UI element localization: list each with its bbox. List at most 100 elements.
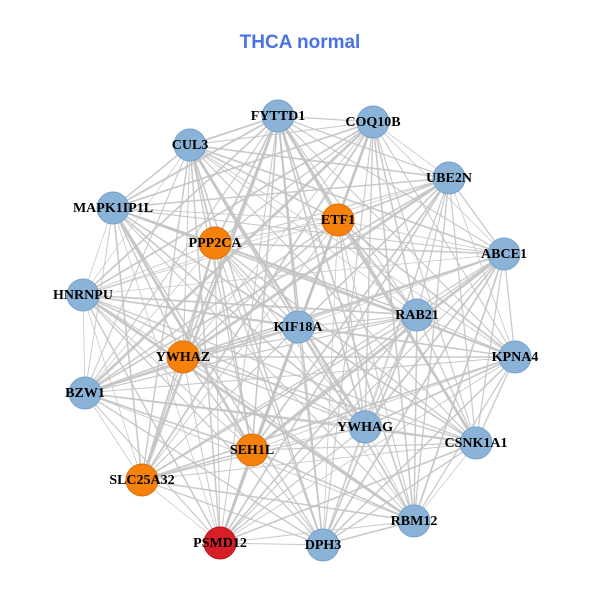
edge: [503, 253, 516, 358]
node-fyttd1[interactable]: [261, 99, 295, 133]
edge: [214, 242, 221, 544]
edge: [337, 177, 450, 221]
edge: [337, 219, 366, 428]
edge: [84, 314, 418, 394]
edge: [141, 253, 505, 481]
edge: [84, 356, 516, 394]
edge: [84, 392, 324, 546]
edge-layer: [82, 115, 516, 546]
edge: [214, 219, 339, 244]
node-ppp2ca[interactable]: [198, 226, 232, 260]
edge: [141, 479, 324, 546]
edge: [337, 219, 505, 255]
node-slc25a32[interactable]: [125, 463, 159, 497]
edge: [322, 177, 450, 546]
edge: [372, 121, 418, 316]
node-psmd12[interactable]: [203, 526, 237, 560]
edge: [141, 144, 191, 481]
edge: [182, 356, 415, 522]
edge: [182, 356, 221, 544]
edge: [82, 293, 415, 523]
edge: [82, 294, 418, 316]
node-kif18a[interactable]: [281, 310, 315, 344]
node-csnk1a1[interactable]: [459, 426, 493, 460]
edge: [112, 177, 450, 209]
edge: [84, 392, 253, 451]
edge: [219, 356, 516, 544]
edge: [413, 314, 418, 522]
edge: [214, 242, 477, 444]
edge: [189, 144, 216, 244]
edge: [182, 121, 374, 358]
node-mapk1ip1l[interactable]: [96, 191, 130, 225]
node-abce1[interactable]: [487, 237, 521, 271]
node-rbm12[interactable]: [397, 504, 431, 538]
node-ywhaz[interactable]: [166, 340, 200, 374]
edge: [82, 144, 191, 296]
edge: [214, 242, 418, 316]
node-ywhag[interactable]: [348, 410, 382, 444]
edge: [141, 219, 339, 481]
edge: [214, 242, 505, 255]
node-kpna4[interactable]: [498, 340, 532, 374]
edge: [82, 294, 366, 428]
edge: [82, 294, 253, 451]
node-rab21[interactable]: [400, 298, 434, 332]
edge: [182, 356, 477, 444]
edge: [277, 115, 505, 255]
edge: [84, 219, 339, 394]
edge: [475, 253, 505, 444]
edge: [82, 294, 477, 444]
edge: [413, 253, 505, 522]
edge: [219, 442, 477, 544]
edge: [277, 115, 516, 358]
edge: [251, 356, 516, 451]
edge: [112, 144, 191, 209]
edge: [251, 449, 415, 522]
figure-title: THCA normal: [240, 32, 361, 53]
edge: [416, 177, 450, 316]
edge: [189, 144, 505, 255]
edge: [189, 121, 374, 146]
node-coq10b[interactable]: [356, 105, 390, 139]
edge: [141, 479, 415, 522]
edge: [251, 252, 505, 452]
edge: [182, 326, 299, 358]
edge: [141, 356, 516, 481]
edge: [214, 242, 324, 546]
edge: [251, 449, 324, 546]
node-bzw1[interactable]: [68, 376, 102, 410]
edge: [84, 177, 450, 394]
edge: [84, 115, 279, 394]
edge: [189, 144, 450, 179]
edge: [337, 219, 415, 522]
edge: [141, 442, 477, 481]
edge: [141, 479, 221, 544]
edge: [182, 356, 366, 428]
edge: [337, 219, 418, 316]
edge: [416, 314, 516, 358]
node-hnrnpu[interactable]: [66, 278, 100, 312]
node-seh1l[interactable]: [235, 433, 269, 467]
node-ube2n[interactable]: [432, 161, 466, 195]
edge: [112, 207, 505, 255]
edge: [82, 242, 216, 296]
node-cul3[interactable]: [173, 128, 207, 162]
edge: [364, 121, 374, 428]
edge: [364, 314, 418, 428]
edge: [112, 207, 415, 522]
edge: [140, 115, 280, 481]
node-etf1[interactable]: [321, 203, 355, 237]
edge: [297, 326, 324, 546]
node-dph3[interactable]: [306, 528, 340, 562]
edge: [364, 426, 415, 522]
edge: [322, 253, 505, 546]
edge: [84, 392, 143, 481]
edge: [219, 542, 324, 546]
edge: [82, 253, 505, 296]
edge: [189, 144, 477, 444]
edge: [82, 115, 279, 296]
edge: [251, 442, 477, 451]
edge: [322, 356, 516, 546]
